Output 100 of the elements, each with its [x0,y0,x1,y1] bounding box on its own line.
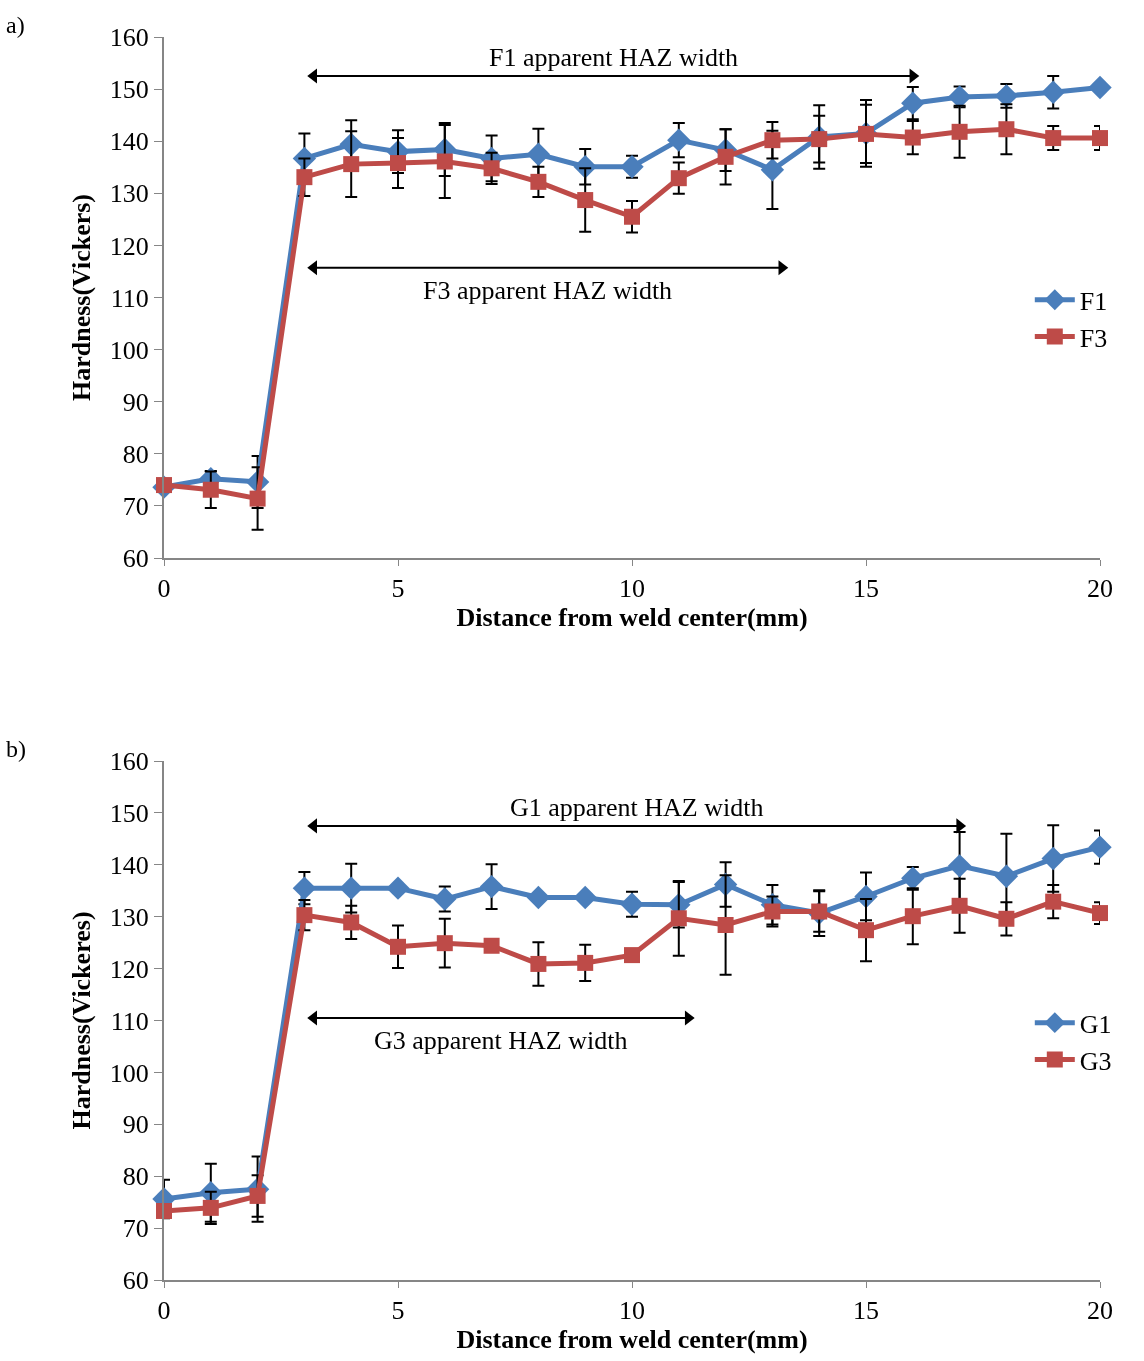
y-tick-label: 60 [122,544,149,574]
point [994,84,1019,108]
y-tick-label: 80 [122,1162,149,1192]
point [483,160,500,177]
point [390,155,406,172]
point [764,132,781,149]
y-tick-label: 150 [109,799,149,828]
legend-label: F1 [1079,286,1108,316]
point [202,1199,219,1216]
legend-label: F3 [1079,323,1108,353]
y-tick-label: 160 [109,747,149,777]
point [764,903,781,920]
x-tick-label: 0 [157,1296,171,1326]
point [717,917,734,933]
y-tick-label: 150 [109,75,149,105]
point [483,937,500,954]
point [339,876,363,900]
point [947,854,972,878]
point [296,169,313,186]
point [951,897,968,914]
x-tick-label: 10 [619,1296,645,1326]
y-tick-label: 130 [109,179,149,209]
point [760,158,785,182]
y-tick-label: 90 [122,387,149,417]
y-tick-label: 70 [122,1214,149,1244]
point [479,874,504,899]
x-tick-label: 0 [157,574,171,604]
point [998,910,1015,927]
y-tick-label: 100 [109,335,149,365]
point [530,173,547,190]
point [292,876,317,900]
point [249,490,266,507]
point [951,123,968,140]
point [858,922,874,939]
point [620,155,644,179]
y-tick-label: 90 [122,1110,149,1140]
y-tick-label: 160 [109,23,149,53]
y-tick-label: 60 [122,1266,149,1296]
point [296,907,313,924]
point [717,148,734,165]
y-tick-label: 110 [110,283,149,313]
x-tick-label: 15 [853,574,879,604]
y-tick-label: 130 [109,902,149,932]
point [670,910,687,927]
point [156,1202,172,1219]
point [202,481,219,498]
y-axis-title: Hardness(Vickeres) [66,911,96,1130]
point [667,128,691,152]
point [436,153,453,170]
point [577,192,594,209]
x-tick-label: 15 [853,1296,879,1326]
y-tick-label: 80 [122,439,149,469]
point [1041,80,1065,104]
annotation: G3 apparent HAZ width [374,1026,628,1055]
point [670,170,687,187]
point [249,1187,266,1204]
x-tick-label: 10 [619,574,645,604]
point [573,885,597,910]
y-tick-label: 140 [109,850,149,880]
point [901,866,925,890]
y-tick-label: 120 [109,954,149,984]
point [1092,905,1108,922]
y-tick-label: 100 [109,1058,149,1088]
point [624,947,640,964]
legend-label: G1 [1079,1009,1112,1039]
point [436,935,453,952]
point [1045,893,1062,910]
point [1041,846,1065,871]
point [530,955,547,972]
x-axis-title: Distance from weld center(mm) [456,603,808,633]
x-tick-label: 20 [1087,574,1113,604]
point [994,864,1019,888]
point [998,121,1015,138]
point [947,85,972,109]
y-tick-label: 120 [109,231,149,261]
point [904,908,921,925]
y-tick-label: 110 [110,1006,149,1036]
point [390,938,406,955]
point [620,892,644,916]
chart-title: b) [6,736,26,762]
x-tick-label: 5 [391,574,405,604]
point [1088,835,1112,859]
y-axis-title: Hardness(Vickers) [66,193,96,402]
point [577,954,594,971]
point [1092,130,1108,147]
point [343,156,360,173]
point [624,208,640,225]
point [386,876,410,900]
point [433,887,457,911]
point [1088,75,1112,100]
annotation: G1 apparent HAZ width [510,793,764,822]
annotation: F3 apparent HAZ width [423,276,673,305]
y-tick-label: 140 [109,127,149,157]
chart-title: a) [6,12,25,38]
point [526,885,551,910]
point [1045,130,1062,147]
point [526,142,551,166]
legend-label: G3 [1079,1046,1112,1076]
annotation: F1 apparent HAZ width [489,43,739,72]
x-tick-label: 20 [1087,1296,1113,1326]
